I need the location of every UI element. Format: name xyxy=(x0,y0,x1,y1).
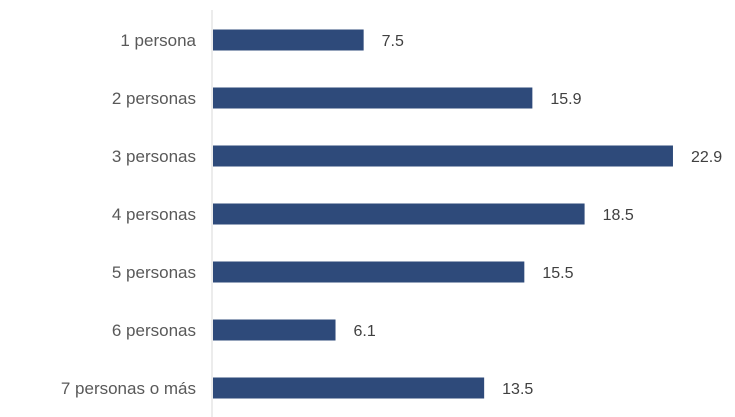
bar xyxy=(213,319,336,341)
category-label: 2 personas xyxy=(112,89,196,108)
bar xyxy=(213,203,585,225)
data-label: 6.1 xyxy=(354,323,376,340)
category-label: 5 personas xyxy=(112,263,196,282)
category-label: 7 personas o más xyxy=(61,379,196,398)
category-label: 3 personas xyxy=(112,147,196,166)
bar xyxy=(213,87,533,109)
data-label: 22.9 xyxy=(691,149,722,166)
data-label: 7.5 xyxy=(382,33,404,50)
bars-group xyxy=(213,29,673,399)
category-label: 4 personas xyxy=(112,205,196,224)
category-label: 6 personas xyxy=(112,321,196,340)
bar xyxy=(213,145,673,167)
bar xyxy=(213,29,364,51)
data-label: 15.9 xyxy=(550,91,581,108)
data-label: 13.5 xyxy=(502,381,533,398)
bar xyxy=(213,261,525,283)
data-label: 15.5 xyxy=(542,265,573,282)
category-labels-group: 1 persona 2 personas 3 personas 4 personas 5… xyxy=(61,31,197,398)
bar xyxy=(213,377,485,399)
data-label: 18.5 xyxy=(603,207,634,224)
category-label: 1 persona xyxy=(120,31,196,50)
data-labels-group: 7.5 15.9 22.9 18.5 15.5 6.1 13.5 xyxy=(354,33,723,398)
